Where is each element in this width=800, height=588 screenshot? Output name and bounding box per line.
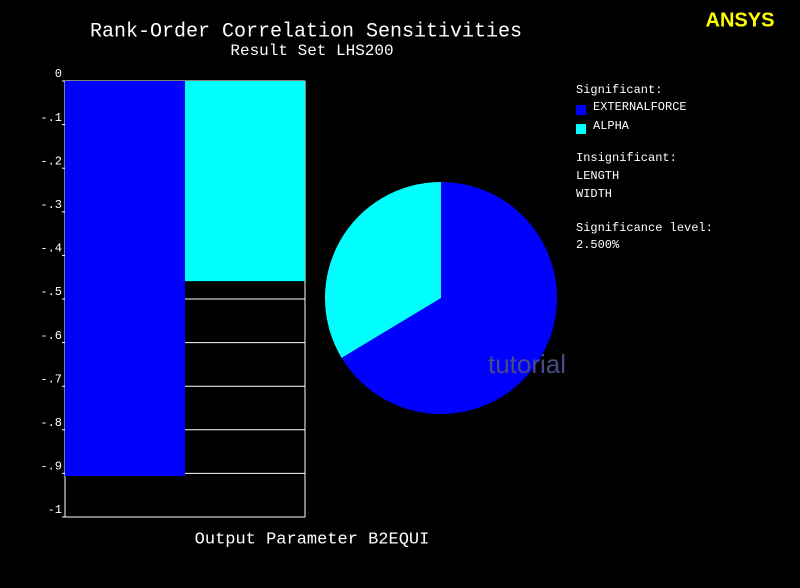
y-tick-label: -.6 — [40, 329, 62, 343]
y-tick-label: 0 — [55, 67, 62, 81]
significance-level: 2.500% — [576, 238, 620, 252]
bar — [185, 81, 305, 282]
pie-slice — [325, 182, 441, 358]
pie-slice — [341, 182, 557, 414]
chart-subtitle: Result Set LHS200 — [230, 42, 393, 60]
insignificant-item: LENGTH — [576, 169, 619, 183]
watermark: tutorial — [488, 349, 566, 379]
legend-label: ALPHA — [593, 119, 630, 133]
significance-title: Significance level: — [576, 221, 713, 235]
logo: ANSYS — [706, 9, 775, 31]
y-tick-label: -.5 — [40, 285, 62, 299]
y-tick-label: -.3 — [40, 198, 62, 212]
bar — [65, 81, 185, 477]
insignificant-item: WIDTH — [576, 187, 612, 201]
y-tick-label: -1 — [48, 503, 62, 517]
legend-title: Significant: — [576, 83, 662, 97]
y-tick-label: -.9 — [40, 460, 62, 474]
legend-swatch — [576, 105, 586, 115]
x-axis-label: Output Parameter B2EQUI — [195, 530, 430, 549]
y-tick-label: -.8 — [40, 416, 62, 430]
y-tick-label: -.2 — [40, 154, 62, 168]
insignificant-title: Insignificant: — [576, 151, 677, 165]
chart-title: Rank-Order Correlation Sensitivities — [90, 20, 522, 43]
y-tick-label: -.1 — [40, 111, 62, 125]
legend-swatch — [576, 124, 586, 134]
legend-label: EXTERNALFORCE — [593, 100, 687, 114]
y-tick-label: -.4 — [40, 242, 62, 256]
y-tick-label: -.7 — [40, 372, 62, 386]
